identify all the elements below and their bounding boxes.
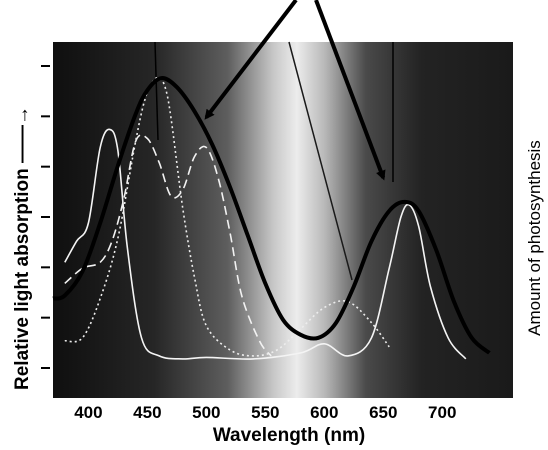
- x-tick-label: 650: [369, 403, 397, 422]
- spectral-line: [288, 41, 353, 281]
- x-tick-label: 600: [310, 403, 338, 422]
- annotation-arrow: [204, 0, 298, 120]
- x-axis-title: Wavelength (nm): [213, 425, 365, 446]
- y-axis-title-arrow: ——→: [12, 106, 33, 163]
- x-tick-label: 550: [251, 403, 279, 422]
- right-axis-title: Amount of photosynthesis: [525, 140, 544, 336]
- plot-background: [53, 42, 513, 398]
- x-tick-label: 700: [428, 403, 456, 422]
- series-line-thin-white-solid: [64, 128, 467, 360]
- spectral-lines: [154, 41, 394, 281]
- x-axis-tick-labels: 400 450 500 550 600 650 700: [74, 403, 456, 422]
- x-tick-label: 500: [192, 403, 220, 422]
- y-axis-title: Relative light absorption ——→: [12, 106, 33, 390]
- y-axis-ticks: [41, 65, 50, 369]
- annotation-arrows: [204, 0, 386, 181]
- y-axis-title-text: Relative light absorption: [12, 168, 33, 390]
- series-group: [52, 76, 491, 360]
- spectral-line: [154, 41, 159, 141]
- x-tick-label: 400: [74, 403, 102, 422]
- series-line-thick-black: [52, 76, 491, 355]
- x-tick-label: 450: [133, 403, 161, 422]
- annotation-arrow: [314, 0, 386, 181]
- series-line-dashed-white: [64, 134, 272, 357]
